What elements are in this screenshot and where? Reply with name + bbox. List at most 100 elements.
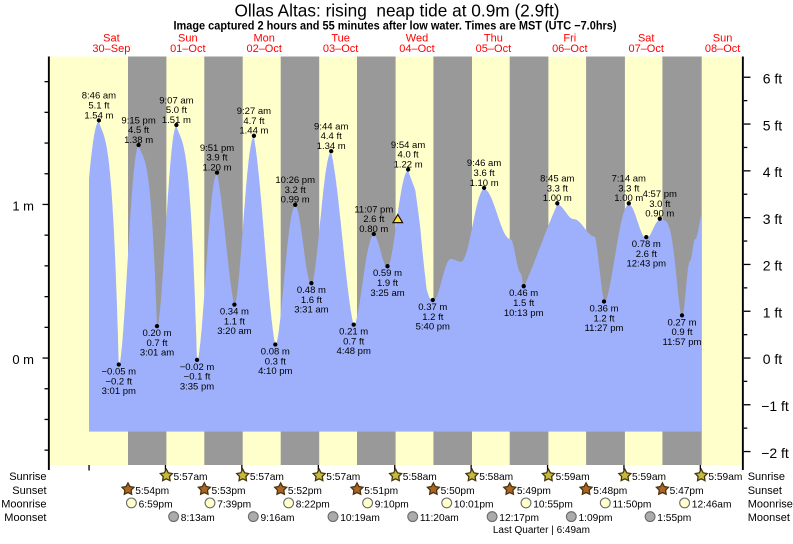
svg-text:Mon: Mon [253,33,274,45]
svg-text:−0.2 ft: −0.2 ft [105,376,132,387]
svg-text:Ollas Altas: rising neap tide: Ollas Altas: rising neap tide at 0.9m (2… [235,1,560,21]
svg-text:5 ft: 5 ft [763,117,783,133]
svg-text:−1 ft: −1 ft [761,398,789,414]
svg-text:5.0 ft: 5.0 ft [166,105,187,116]
svg-text:0.99 m: 0.99 m [281,195,310,206]
svg-text:0.08 m: 0.08 m [261,347,290,358]
svg-text:12:17pm: 12:17pm [499,513,539,524]
svg-text:5:59am: 5:59am [556,472,590,483]
svg-text:Wed: Wed [406,33,428,45]
svg-text:0.27 m: 0.27 m [667,317,696,328]
svg-text:Sunrise: Sunrise [748,471,785,483]
svg-text:1.38 m: 1.38 m [124,135,153,146]
svg-text:0.78 m: 0.78 m [632,239,661,250]
svg-text:11:50pm: 11:50pm [613,500,652,511]
svg-text:3.0 ft: 3.0 ft [649,199,670,210]
svg-text:1.22 m: 1.22 m [394,159,423,170]
svg-text:6 ft: 6 ft [763,71,783,87]
svg-text:0.21 m: 0.21 m [339,327,368,338]
svg-text:4.5 ft: 4.5 ft [128,125,149,136]
svg-text:Sat: Sat [103,33,120,45]
svg-text:12:46am: 12:46am [692,500,732,511]
svg-text:Sun: Sun [178,33,198,45]
svg-text:Last Quarter | 6:49am: Last Quarter | 6:49am [493,525,590,536]
svg-text:1.10 m: 1.10 m [470,178,499,189]
svg-text:−2 ft: −2 ft [761,445,789,461]
svg-text:9:51 pm: 9:51 pm [200,143,234,154]
svg-text:Moonset: Moonset [4,512,46,524]
svg-text:0.59 m: 0.59 m [373,268,402,279]
svg-text:10:19am: 10:19am [340,513,380,524]
svg-text:0.9 ft: 0.9 ft [671,327,692,338]
svg-text:Sunset: Sunset [12,485,46,497]
svg-text:5:49pm: 5:49pm [517,486,551,497]
svg-text:1.00 m: 1.00 m [543,193,572,204]
svg-text:9:07 am: 9:07 am [159,95,193,106]
svg-text:1.6 ft: 1.6 ft [301,295,322,306]
svg-text:Moonset: Moonset [748,512,790,524]
svg-text:8:46 am: 8:46 am [82,91,116,102]
svg-text:8:45 am: 8:45 am [540,174,574,185]
svg-text:3 ft: 3 ft [763,211,783,227]
svg-text:02–Oct: 02–Oct [246,43,281,55]
svg-text:1.1 ft: 1.1 ft [224,316,245,327]
svg-text:Moonrise: Moonrise [1,499,46,511]
svg-text:8:13am: 8:13am [181,513,215,524]
svg-text:11:27 pm: 11:27 pm [585,323,624,334]
svg-text:5:48pm: 5:48pm [593,486,627,497]
svg-text:5.1 ft: 5.1 ft [88,101,109,112]
svg-text:Sun: Sun [713,33,733,45]
svg-text:06–Oct: 06–Oct [552,43,587,55]
svg-text:5:58am: 5:58am [403,472,437,483]
svg-text:1.5 ft: 1.5 ft [513,298,534,309]
svg-text:3.6 ft: 3.6 ft [474,168,495,179]
svg-text:07–Oct: 07–Oct [628,43,663,55]
svg-text:0 ft: 0 ft [763,351,783,367]
svg-text:1 ft: 1 ft [763,304,783,320]
svg-text:5:47pm: 5:47pm [670,486,704,497]
svg-text:4.0 ft: 4.0 ft [398,150,419,161]
svg-text:1.20 m: 1.20 m [202,163,231,174]
svg-text:9:15 pm: 9:15 pm [121,115,155,126]
svg-text:3.3 ft: 3.3 ft [547,183,568,194]
svg-text:10:13 pm: 10:13 pm [504,308,544,319]
svg-text:1.00 m: 1.00 m [614,193,643,204]
svg-text:3:31 am: 3:31 am [294,305,328,316]
svg-text:5:59am: 5:59am [708,472,742,483]
svg-text:−0.05 m: −0.05 m [102,367,137,378]
svg-text:1.2 ft: 1.2 ft [422,312,443,323]
svg-text:1:55pm: 1:55pm [657,513,691,524]
svg-text:5:59am: 5:59am [632,472,666,483]
svg-text:0.7 ft: 0.7 ft [146,338,167,349]
svg-text:1 m: 1 m [12,198,34,213]
svg-text:5:58am: 5:58am [479,472,513,483]
svg-text:10:26 pm: 10:26 pm [275,175,315,186]
svg-text:3:25 am: 3:25 am [370,288,404,299]
svg-text:0.36 m: 0.36 m [589,304,618,315]
svg-text:5:52pm: 5:52pm [288,486,322,497]
svg-text:3.9 ft: 3.9 ft [206,153,227,164]
svg-text:4:10 pm: 4:10 pm [258,366,292,377]
svg-text:9:16am: 9:16am [261,513,295,524]
svg-text:0.48 m: 0.48 m [297,285,326,296]
svg-text:4 ft: 4 ft [763,164,783,180]
svg-text:5:57am: 5:57am [326,472,360,483]
svg-text:0.46 m: 0.46 m [509,288,538,299]
svg-text:11:20am: 11:20am [420,513,459,524]
svg-text:1.44 m: 1.44 m [239,126,268,137]
svg-text:1.9 ft: 1.9 ft [377,278,398,289]
svg-text:0.20 m: 0.20 m [142,328,171,339]
svg-text:−0.1 ft: −0.1 ft [184,372,211,383]
svg-text:3:20 am: 3:20 am [217,326,251,337]
svg-text:0.34 m: 0.34 m [220,307,249,318]
svg-text:9:10pm: 9:10pm [375,500,409,511]
svg-text:Image captured 2 hours and 55: Image captured 2 hours and 55 minutes af… [174,19,617,33]
svg-text:0.37 m: 0.37 m [418,302,447,313]
svg-text:2 ft: 2 ft [763,258,783,274]
svg-text:1.34 m: 1.34 m [317,141,346,152]
svg-text:1.2 ft: 1.2 ft [593,313,614,324]
svg-text:12:43 pm: 12:43 pm [626,259,666,270]
svg-text:5:40 pm: 5:40 pm [416,322,450,333]
svg-text:1:09pm: 1:09pm [579,513,613,524]
svg-text:08–Oct: 08–Oct [705,43,740,55]
